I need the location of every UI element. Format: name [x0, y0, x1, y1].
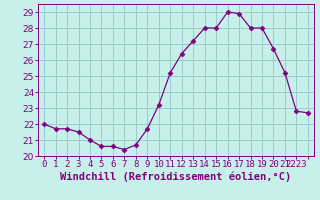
X-axis label: Windchill (Refroidissement éolien,°C): Windchill (Refroidissement éolien,°C): [60, 172, 292, 182]
